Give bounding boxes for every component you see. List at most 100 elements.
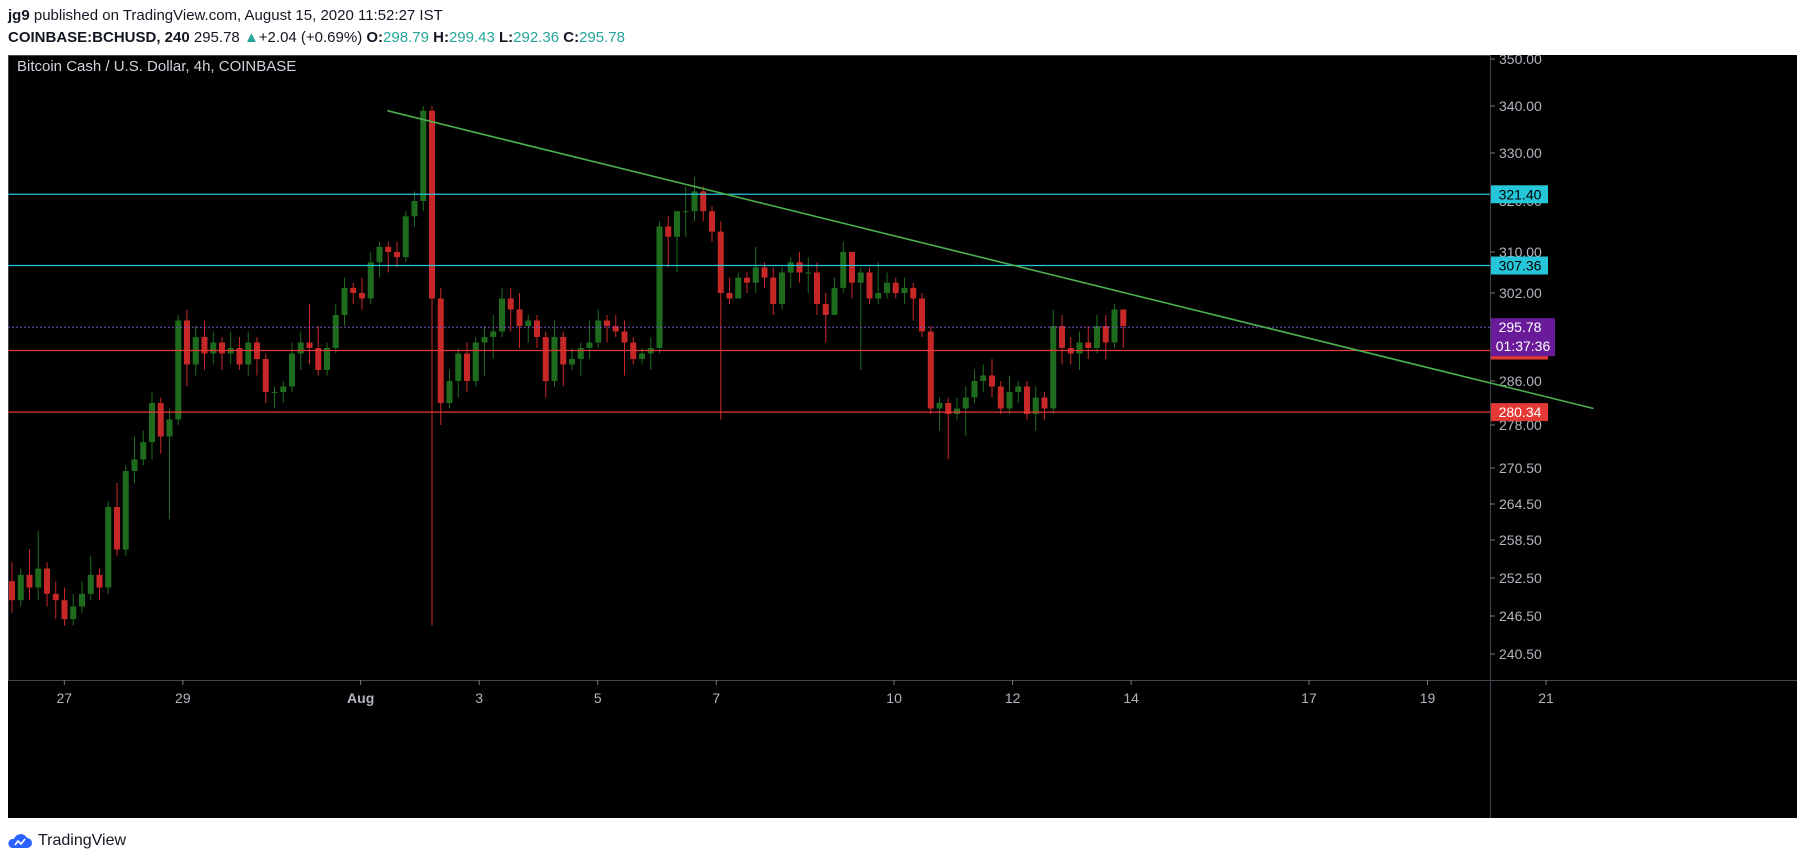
level-label: 307.36 [1499,258,1542,274]
candle-body [1085,342,1092,348]
y-tick-label: 286.00 [1499,373,1542,389]
candle-body [70,606,77,620]
candle-body [306,342,313,348]
candle-body [892,282,899,293]
tradingview-logo[interactable]: TradingView [8,832,126,850]
close-value: 295.78 [579,29,625,46]
candle-body [744,277,750,283]
candle-body [814,272,820,304]
candle-body [490,331,497,337]
candle-body [105,507,112,588]
low-value: 292.36 [513,29,560,46]
candle-body [35,568,42,588]
time-axis: 27 29 Aug 3 5 7 10 12 14 17 19 21 [57,680,1554,706]
candle-body [446,381,453,403]
candle-body [525,320,532,326]
candle-body [210,342,217,354]
candle-body [884,282,890,293]
publish-info: jg9 published on TradingView.com, August… [8,7,443,24]
x-tick-label: 19 [1420,690,1436,706]
candle-body [131,459,138,471]
candle-body [429,110,435,299]
candle-body [149,403,155,443]
candle-body [289,353,295,387]
change-value: +2.04 (+0.69%) [258,29,363,46]
candle-body [927,331,934,409]
open-value: 298.79 [383,29,429,46]
candle-body [997,386,1004,409]
x-tick-label: 3 [475,690,483,706]
candle-body [919,298,925,332]
candle-body [140,442,147,460]
descending-trendline [387,109,1594,410]
candle-body [665,226,672,237]
high-value: 299.43 [448,29,495,46]
candle-body [324,348,330,370]
candle-body [385,246,392,252]
candle-body [726,293,733,299]
candle-body [682,211,689,213]
candle-body [9,581,15,601]
candle-body [980,375,987,381]
candle-body [857,272,864,283]
author-name[interactable]: jg9 [8,7,30,24]
y-tick-label: 252.50 [1499,570,1542,586]
level-label-box [1491,185,1548,204]
candle-body [700,191,707,212]
candle-body [1041,397,1048,409]
candle-body [376,246,383,263]
candle-body [315,348,322,370]
x-tick-label: 27 [57,690,73,706]
candle-body [122,471,129,550]
candle-body [709,211,715,232]
chart-background [8,55,1797,818]
chart-area[interactable]: Bitcoin Cash / U.S. Dollar, 4h, COINBASE… [8,51,1797,818]
y-tick-label: 258.50 [1499,532,1542,548]
candle-body [157,403,164,437]
candle-body [507,298,514,310]
candle-body [472,342,479,381]
candle-body [805,272,812,274]
change-up-icon: ▲ [243,29,259,46]
level-label: 280.34 [1499,404,1542,420]
candle-body [402,216,409,258]
candle-body [166,419,173,437]
y-tick-label: 310.00 [1499,244,1542,260]
candle-body [79,593,85,607]
x-tick-label: 17 [1301,690,1317,706]
candle-body [875,293,882,299]
last-price-label: 295.78 [1499,319,1542,335]
candle-body [367,262,374,299]
y-tick-label: 350.00 [1499,55,1542,67]
chart-footer: TradingView [0,818,1805,866]
candle-body [761,267,768,278]
candle-body [394,252,400,258]
candle-body [962,397,969,409]
symbol-label[interactable]: COINBASE:BCHUSD, 240 [8,29,190,46]
x-tick-label: 29 [175,690,191,706]
candle-body [1076,342,1083,354]
candle-body [901,287,908,293]
candle-body [297,342,304,354]
candle-body [656,226,663,348]
candle-body [551,337,558,381]
last-price-box [1491,318,1555,357]
candle-body [1006,392,1013,409]
candle-body [752,267,759,283]
tradingview-cloud-icon [8,834,32,848]
candle-body [245,342,252,365]
countdown-label: 01:37:36 [1496,338,1551,354]
candle-body [936,403,943,409]
price-chart[interactable]: Bitcoin Cash / U.S. Dollar, 4h, COINBASE… [8,51,1797,818]
candle-body [639,353,645,359]
candle-body [236,348,243,365]
candle-body [989,375,995,387]
level-label-box [1491,403,1548,422]
last-price-value: 295.78 [193,29,240,46]
candle-body [52,593,59,601]
candle-body [114,507,120,550]
y-tick-label: 340.00 [1499,98,1542,114]
candle-body [945,403,952,414]
candle-body [612,326,619,332]
candle-body [621,331,628,343]
